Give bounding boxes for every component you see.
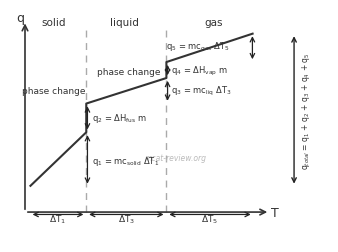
Text: solid: solid <box>41 18 66 28</box>
Text: q$_3$ = mc$_{\sf liq}$ $\Delta$T$_3$: q$_3$ = mc$_{\sf liq}$ $\Delta$T$_3$ <box>171 85 232 98</box>
Text: $\Delta$T$_1$: $\Delta$T$_1$ <box>49 213 67 226</box>
Text: T: T <box>271 206 279 219</box>
Text: $\Delta$T$_3$: $\Delta$T$_3$ <box>118 213 135 226</box>
Text: q$_{total}$ = q$_1$ + q$_2$ + q$_3$ + q$_4$ + q$_5$: q$_{total}$ = q$_1$ + q$_2$ + q$_3$ + q$… <box>300 52 312 169</box>
Text: phase change: phase change <box>22 87 85 96</box>
Text: mcat-review.org: mcat-review.org <box>145 154 207 163</box>
Text: liquid: liquid <box>110 18 139 28</box>
Text: q$_5$ = mc$_{\sf gas}$ $\Delta$T$_5$: q$_5$ = mc$_{\sf gas}$ $\Delta$T$_5$ <box>166 40 231 53</box>
Text: q$_2$ = $\Delta$H$_{\sf fus}$ m: q$_2$ = $\Delta$H$_{\sf fus}$ m <box>92 112 147 125</box>
Text: q$_1$ = mc$_{\sf solid}$ $\Delta$T$_1$: q$_1$ = mc$_{\sf solid}$ $\Delta$T$_1$ <box>92 155 159 168</box>
Text: q: q <box>16 12 24 25</box>
Text: phase change: phase change <box>97 68 161 77</box>
Text: $\Delta$T$_5$: $\Delta$T$_5$ <box>201 213 219 226</box>
Text: q$_4$ = $\Delta$H$_{\sf vap}$ m: q$_4$ = $\Delta$H$_{\sf vap}$ m <box>171 64 228 77</box>
Text: gas: gas <box>204 18 223 28</box>
